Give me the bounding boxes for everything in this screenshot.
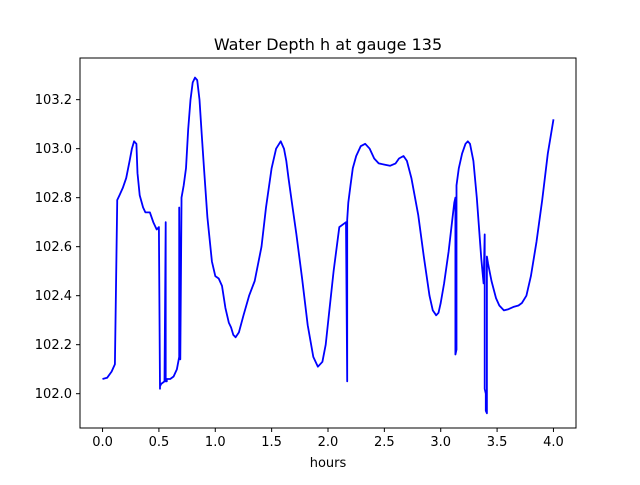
plot-area-frame (79, 57, 577, 429)
y-tick-label: 102.0 (35, 387, 72, 402)
x-tick-label: 3.0 (430, 435, 451, 450)
series-layer (102, 76, 555, 415)
x-tick-label: 1.5 (261, 435, 282, 450)
y-tick-label: 103.2 (35, 93, 72, 108)
y-axis-ticks: 102.0 102.2 102.4 102.6 102.8 103.0 103.2 (35, 93, 80, 402)
x-tick-label: 0.5 (149, 435, 170, 450)
y-tick-label: 102.8 (35, 191, 72, 206)
x-tick-label: 0.0 (92, 435, 113, 450)
series-line-0 (102, 76, 555, 415)
x-axis-label: hours (310, 456, 347, 471)
y-tick-label: 102.4 (35, 289, 72, 304)
y-tick-label: 103.0 (35, 142, 72, 157)
chart-title: Water Depth h at gauge 135 (214, 35, 442, 54)
y-tick-label: 102.6 (35, 240, 72, 255)
x-tick-label: 1.0 (205, 435, 226, 450)
x-axis-ticks: 0.0 0.5 1.0 1.5 2.0 2.5 3.0 3.5 4.0 (92, 428, 564, 450)
x-tick-label: 4.0 (543, 435, 564, 450)
x-tick-label: 3.5 (487, 435, 508, 450)
y-tick-label: 102.2 (35, 338, 72, 353)
plot-area-background (80, 58, 576, 428)
x-tick-label: 2.5 (374, 435, 395, 450)
x-tick-label: 2.0 (318, 435, 339, 450)
